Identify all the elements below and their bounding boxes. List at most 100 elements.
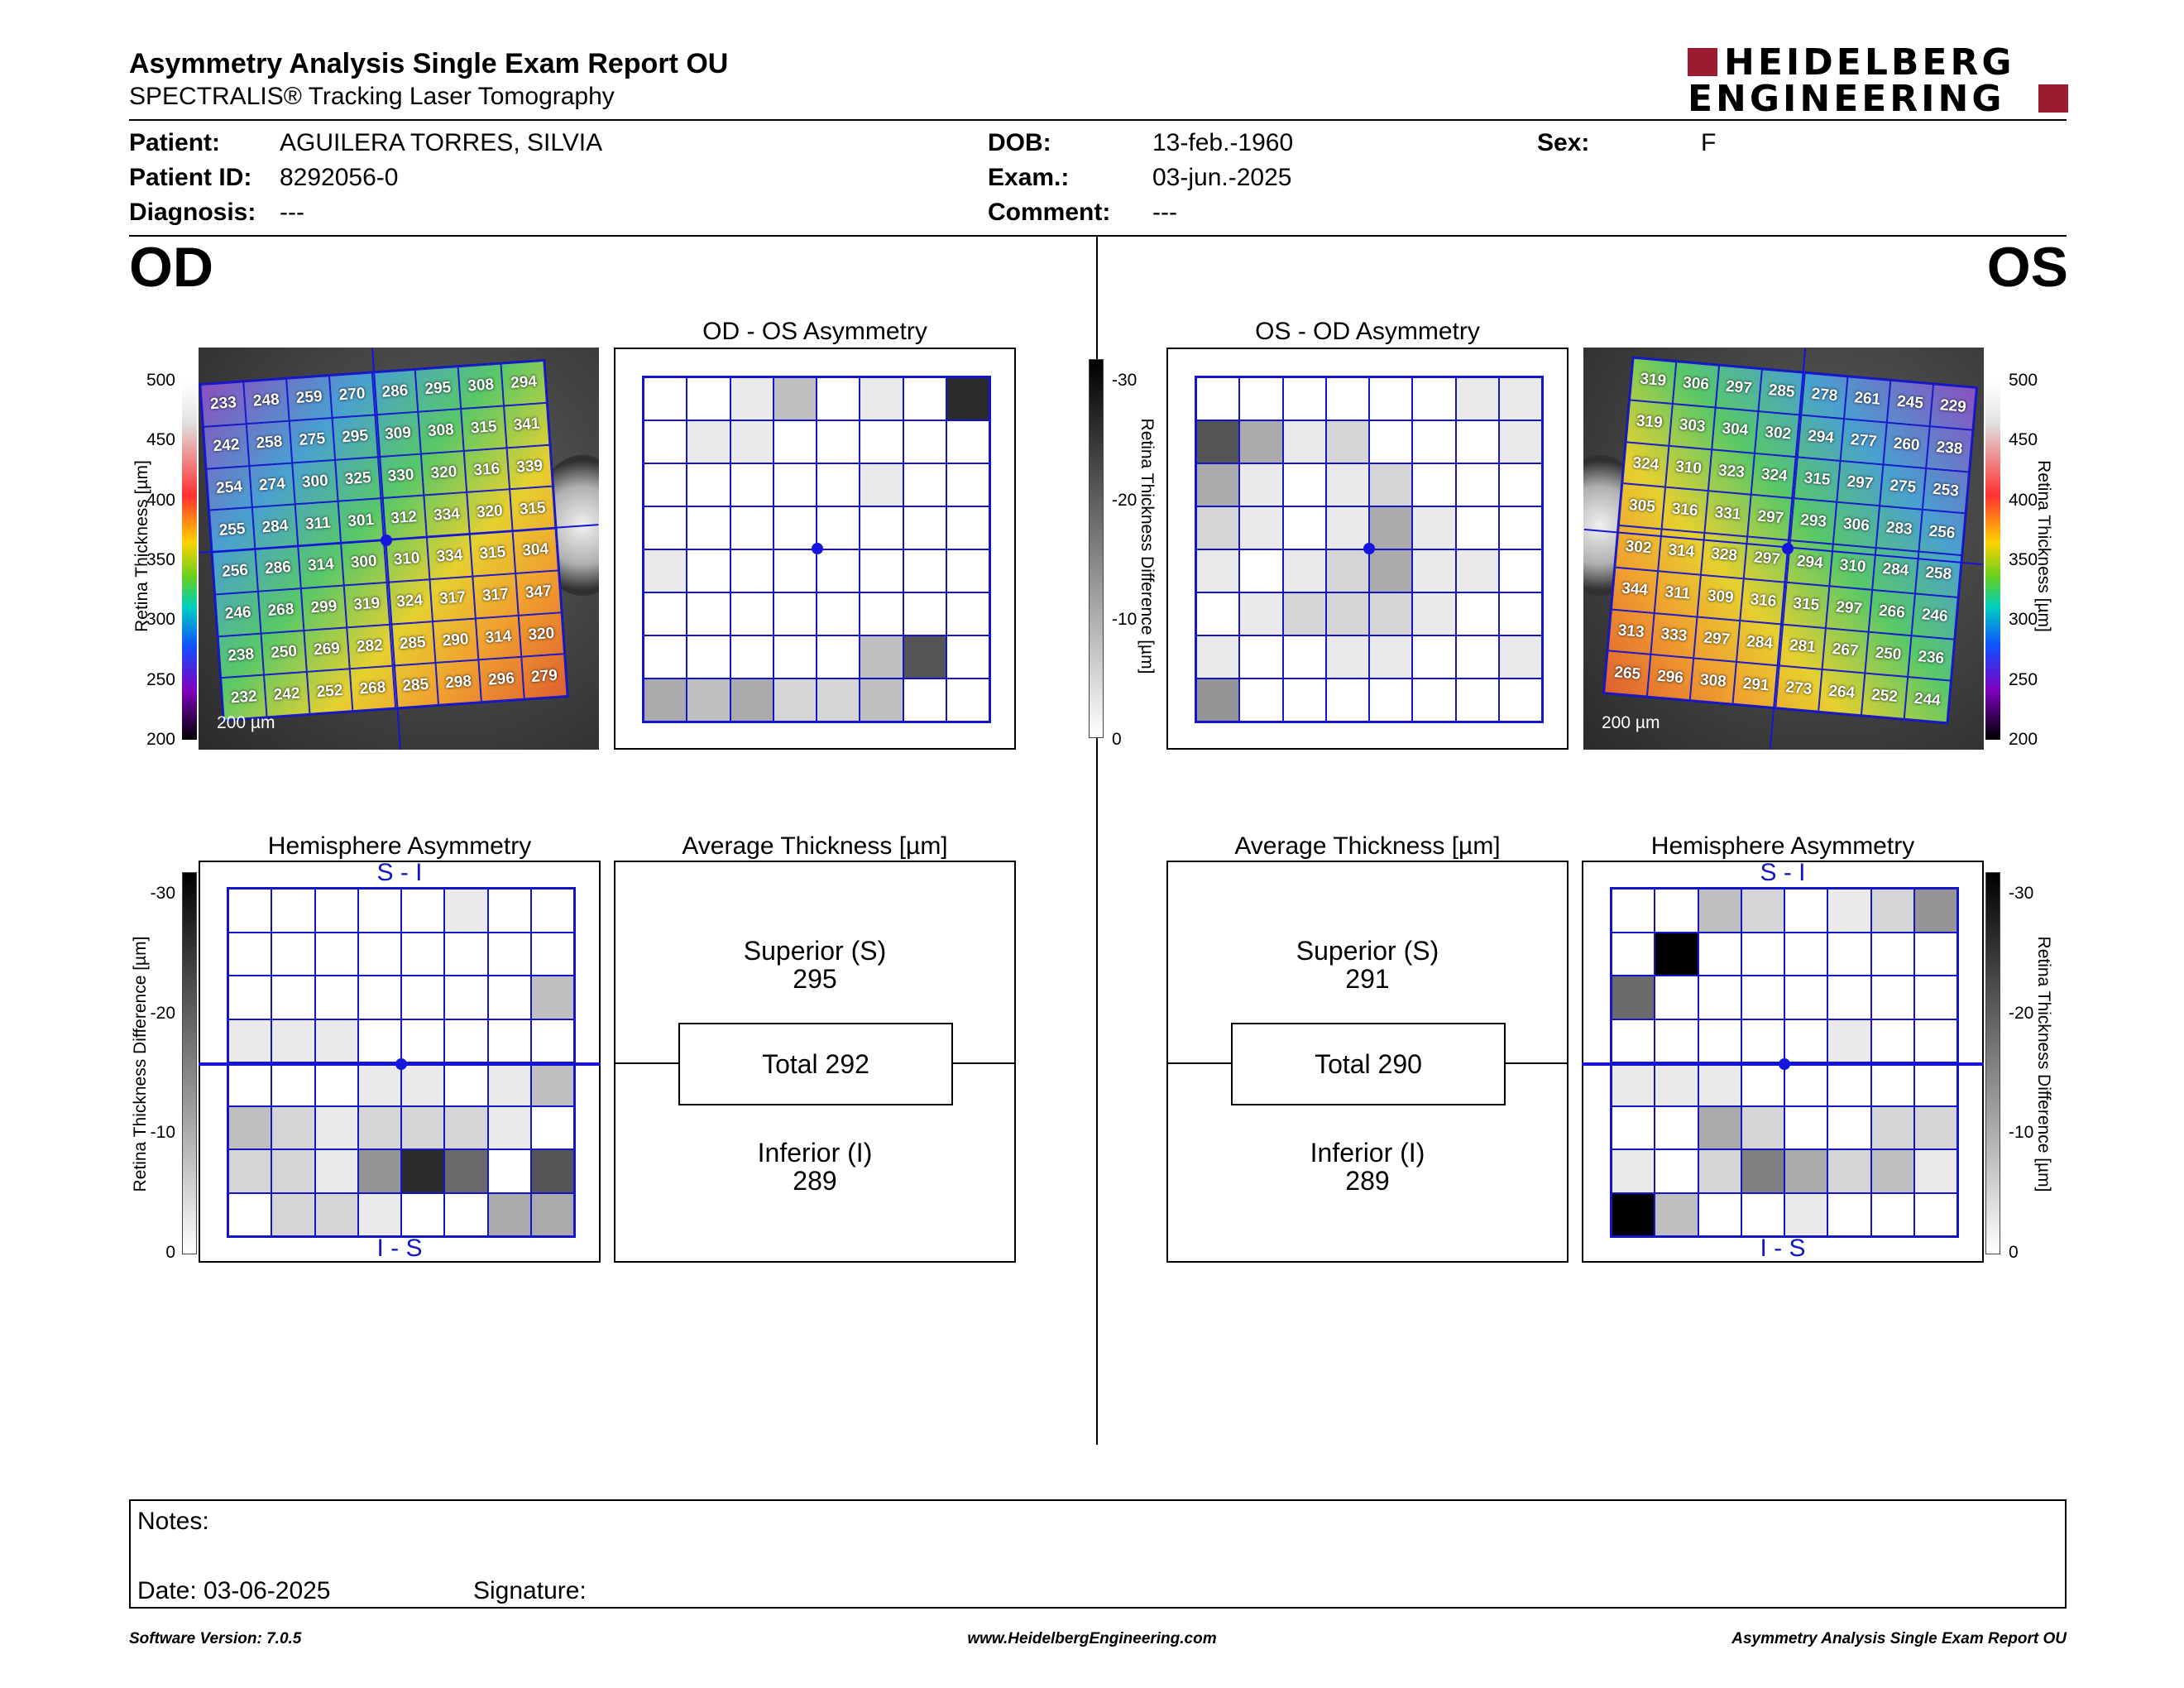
os-asymmetry-cell (1369, 506, 1413, 549)
os-hemisphere-cell (1913, 1062, 1957, 1106)
od-thickness-value: 334 (424, 492, 470, 538)
od-thickness-value: 269 (304, 626, 350, 673)
axis-tick-label: -20 (2009, 1003, 2034, 1023)
od-asymmetry-cell (817, 592, 860, 635)
os-hemisphere-cell (1913, 1192, 1957, 1236)
os-asymmetry-cell (1239, 679, 1283, 722)
od-asymmetry-cell (903, 549, 946, 592)
os-hemisphere-cell (1913, 1149, 1957, 1193)
os-asymmetry-cell (1282, 635, 1326, 679)
od-hemi-bottom-label: I - S (376, 1235, 423, 1262)
os-total-box: Total 290 (1231, 1023, 1506, 1105)
os-thickness-value: 319 (1630, 357, 1677, 404)
axis-tick-label: 300 (2009, 610, 2038, 630)
os-thickness-value: 236 (1908, 635, 1955, 681)
od-asymmetry-cell (730, 463, 774, 506)
os-hemisphere-cell (1870, 889, 1914, 933)
os-thickness-value: 297 (1837, 460, 1884, 506)
os-hemisphere-cell (1612, 1192, 1655, 1236)
od-hemisphere-cell (314, 976, 358, 1019)
os-hemisphere-cell (1655, 1149, 1698, 1193)
od-asymmetry-cell (860, 549, 903, 592)
os-asymmetry-cell (1282, 420, 1326, 463)
os-hemisphere-cell (1612, 976, 1655, 1019)
od-asymmetry-cell (687, 592, 730, 635)
od-asymmetry-cell (903, 506, 946, 549)
os-hemi-diff-colorbar (1985, 872, 2000, 1254)
od-asymmetry-cell (860, 679, 903, 722)
axis-tick-label: -10 (150, 1123, 175, 1143)
os-asymmetry-cell (1455, 635, 1499, 679)
od-asymmetry-cell (644, 549, 687, 592)
od-thickness-value: 315 (461, 405, 507, 451)
od-asymmetry-cell (773, 420, 817, 463)
os-asymmetry-cell (1455, 463, 1499, 506)
os-asymmetry-cell (1412, 679, 1456, 722)
os-inferior-value: 289 (1345, 1166, 1390, 1196)
od-thickness-value: 308 (457, 363, 504, 409)
os-hemisphere-cell (1655, 1019, 1698, 1062)
od-asymmetry-cell (860, 463, 903, 506)
od-asymmetry-title: OD - OS Asymmetry (702, 318, 927, 345)
axis-tick-label: -20 (150, 1003, 175, 1023)
od-inferior-value: 289 (793, 1166, 837, 1196)
os-asymmetry-cell (1498, 420, 1542, 463)
od-thickness-value: 233 (200, 381, 247, 427)
os-asymmetry-cell (1498, 592, 1542, 635)
os-asymmetry-cell (1412, 463, 1456, 506)
os-hemisphere-cell (1741, 932, 1784, 976)
axis-tick-label: 0 (2009, 1243, 2019, 1262)
od-thickness-value: 242 (264, 672, 310, 717)
od-hemisphere-cell (530, 1105, 574, 1149)
od-asymmetry-cell (860, 635, 903, 679)
od-thickness-value: 300 (341, 540, 387, 586)
os-asymmetry-cell (1455, 592, 1499, 635)
os-hemisphere-cell (1913, 1019, 1957, 1062)
os-superior-label: Superior (S) (1296, 936, 1439, 966)
os-hemisphere-cell (1741, 1019, 1784, 1062)
os-thickness-value: 250 (1865, 631, 1912, 678)
od-thickness-value: 320 (467, 489, 513, 535)
os-hemisphere-cell (1784, 1062, 1828, 1106)
os-asymmetry-cell (1455, 377, 1499, 420)
od-thickness-value: 259 (286, 376, 333, 421)
os-asymmetry-cell (1455, 679, 1499, 722)
os-asymmetry-cell (1239, 420, 1283, 463)
os-asymmetry-cell (1196, 420, 1240, 463)
od-hemisphere-cell (444, 889, 488, 933)
os-hemisphere-cell (1612, 1062, 1655, 1106)
os-asymmetry-cell (1282, 549, 1326, 592)
os-thickness-value: 246 (1911, 593, 1958, 640)
os-hemisphere-title: Hemisphere Asymmetry (1650, 832, 1915, 860)
od-hemisphere-cell (357, 1105, 401, 1149)
os-asymmetry-cell (1498, 506, 1542, 549)
od-hemisphere-cell (228, 1062, 272, 1106)
os-asymmetry-grid (1195, 376, 1544, 723)
os-hemisphere-cell (1827, 889, 1871, 933)
os-thickness-value: 311 (1654, 570, 1701, 617)
footer-website: www.HeidelbergEngineering.com (967, 1630, 1217, 1647)
os-hemisphere-cell (1784, 1105, 1828, 1149)
od-asymmetry-panel (614, 348, 1016, 750)
od-asymmetry-cell (817, 679, 860, 722)
od-hemisphere-cell (401, 1192, 445, 1236)
os-hemisphere-cell (1741, 976, 1784, 1019)
od-asymmetry-cell (730, 377, 774, 420)
os-hemisphere-cell (1827, 1105, 1871, 1149)
od-hemisphere-cell (271, 1019, 315, 1062)
os-asymmetry-cell (1196, 377, 1240, 420)
os-hemisphere-cell (1870, 1149, 1914, 1193)
od-thickness-value: 311 (295, 501, 342, 547)
od-asymmetry-cell (860, 377, 903, 420)
axis-tick-label: 450 (146, 430, 175, 450)
od-hemi-top-label: S - I (376, 859, 423, 886)
os-hemi-diff-axis-label: Retina Thickness Difference [µm] (2034, 936, 2053, 1192)
od-thickness-value: 248 (243, 378, 290, 424)
od-asymmetry-cell (903, 679, 946, 722)
od-thickness-value: 320 (518, 611, 565, 657)
os-hemisphere-cell (1827, 976, 1871, 1019)
axis-tick-label: 350 (2009, 550, 2038, 569)
od-total-box: Total 292 (678, 1023, 953, 1105)
os-asymmetry-cell (1369, 635, 1413, 679)
os-thickness-value: 260 (1883, 422, 1930, 468)
